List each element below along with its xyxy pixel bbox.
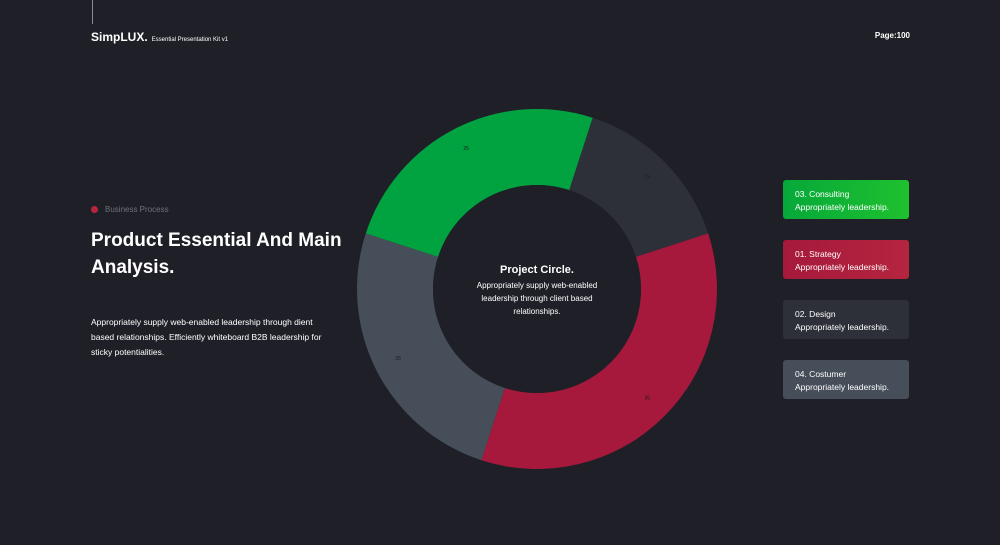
legend-card-consulting[interactable]: 03. Consulting Appropriately leadership.	[783, 180, 909, 219]
legend-card-subtitle: Appropriately leadership.	[795, 322, 890, 332]
legend-card-title: 01. Strategy	[795, 249, 841, 259]
top-divider-line	[92, 0, 93, 24]
donut-slice-3	[357, 233, 505, 461]
legend-card-design[interactable]: 02. Design Appropriately leadership.	[783, 300, 909, 339]
brand-subtitle: Essential Presentation Kit v1	[151, 37, 229, 43]
section-tag: Business Process	[91, 205, 169, 214]
legend-card-title: 02. Design	[795, 309, 836, 319]
section-tag-label: Business Process	[105, 205, 169, 214]
donut-slice-1	[569, 117, 709, 257]
donut-chart: 15 35 25 25	[357, 108, 717, 470]
description: Appropriately supply web-enabled leaders…	[91, 317, 322, 357]
slice-value-label: 25	[395, 356, 401, 362]
slice-value-label: 15	[645, 175, 651, 181]
legend-card-costumer[interactable]: 04. Costumer Appropriately leadership.	[783, 360, 909, 399]
headline: Product Essential And Main Analysis.	[91, 230, 342, 278]
legend-card-title: 03. Consulting	[795, 189, 850, 199]
legend-card-subtitle: Appropriately leadership.	[795, 262, 890, 272]
donut-slice-4	[365, 108, 593, 257]
donut-slice-2	[481, 233, 717, 470]
donut-hole	[433, 185, 641, 393]
legend-card-subtitle: Appropriately leadership.	[795, 382, 890, 392]
page-number: Page:100	[874, 31, 910, 40]
center-body: Appropriately supply web-enabled leaders…	[476, 281, 598, 316]
legend-card-title: 04. Costumer	[795, 369, 847, 379]
center-caption: Project Circle. Appropriately supply web…	[469, 264, 605, 318]
slice-value-label: 25	[463, 146, 469, 152]
slice-value-label: 35	[645, 395, 651, 401]
bullet-dot-icon	[91, 206, 98, 213]
brand: SimpLUX. Essential Presentation Kit v1	[91, 30, 228, 44]
brand-name: SimpLUX.	[91, 30, 148, 44]
legend-card-subtitle: Appropriately leadership.	[795, 202, 890, 212]
legend-card-strategy[interactable]: 01. Strategy Appropriately leadership.	[783, 240, 909, 279]
center-title: Project Circle.	[500, 264, 574, 276]
